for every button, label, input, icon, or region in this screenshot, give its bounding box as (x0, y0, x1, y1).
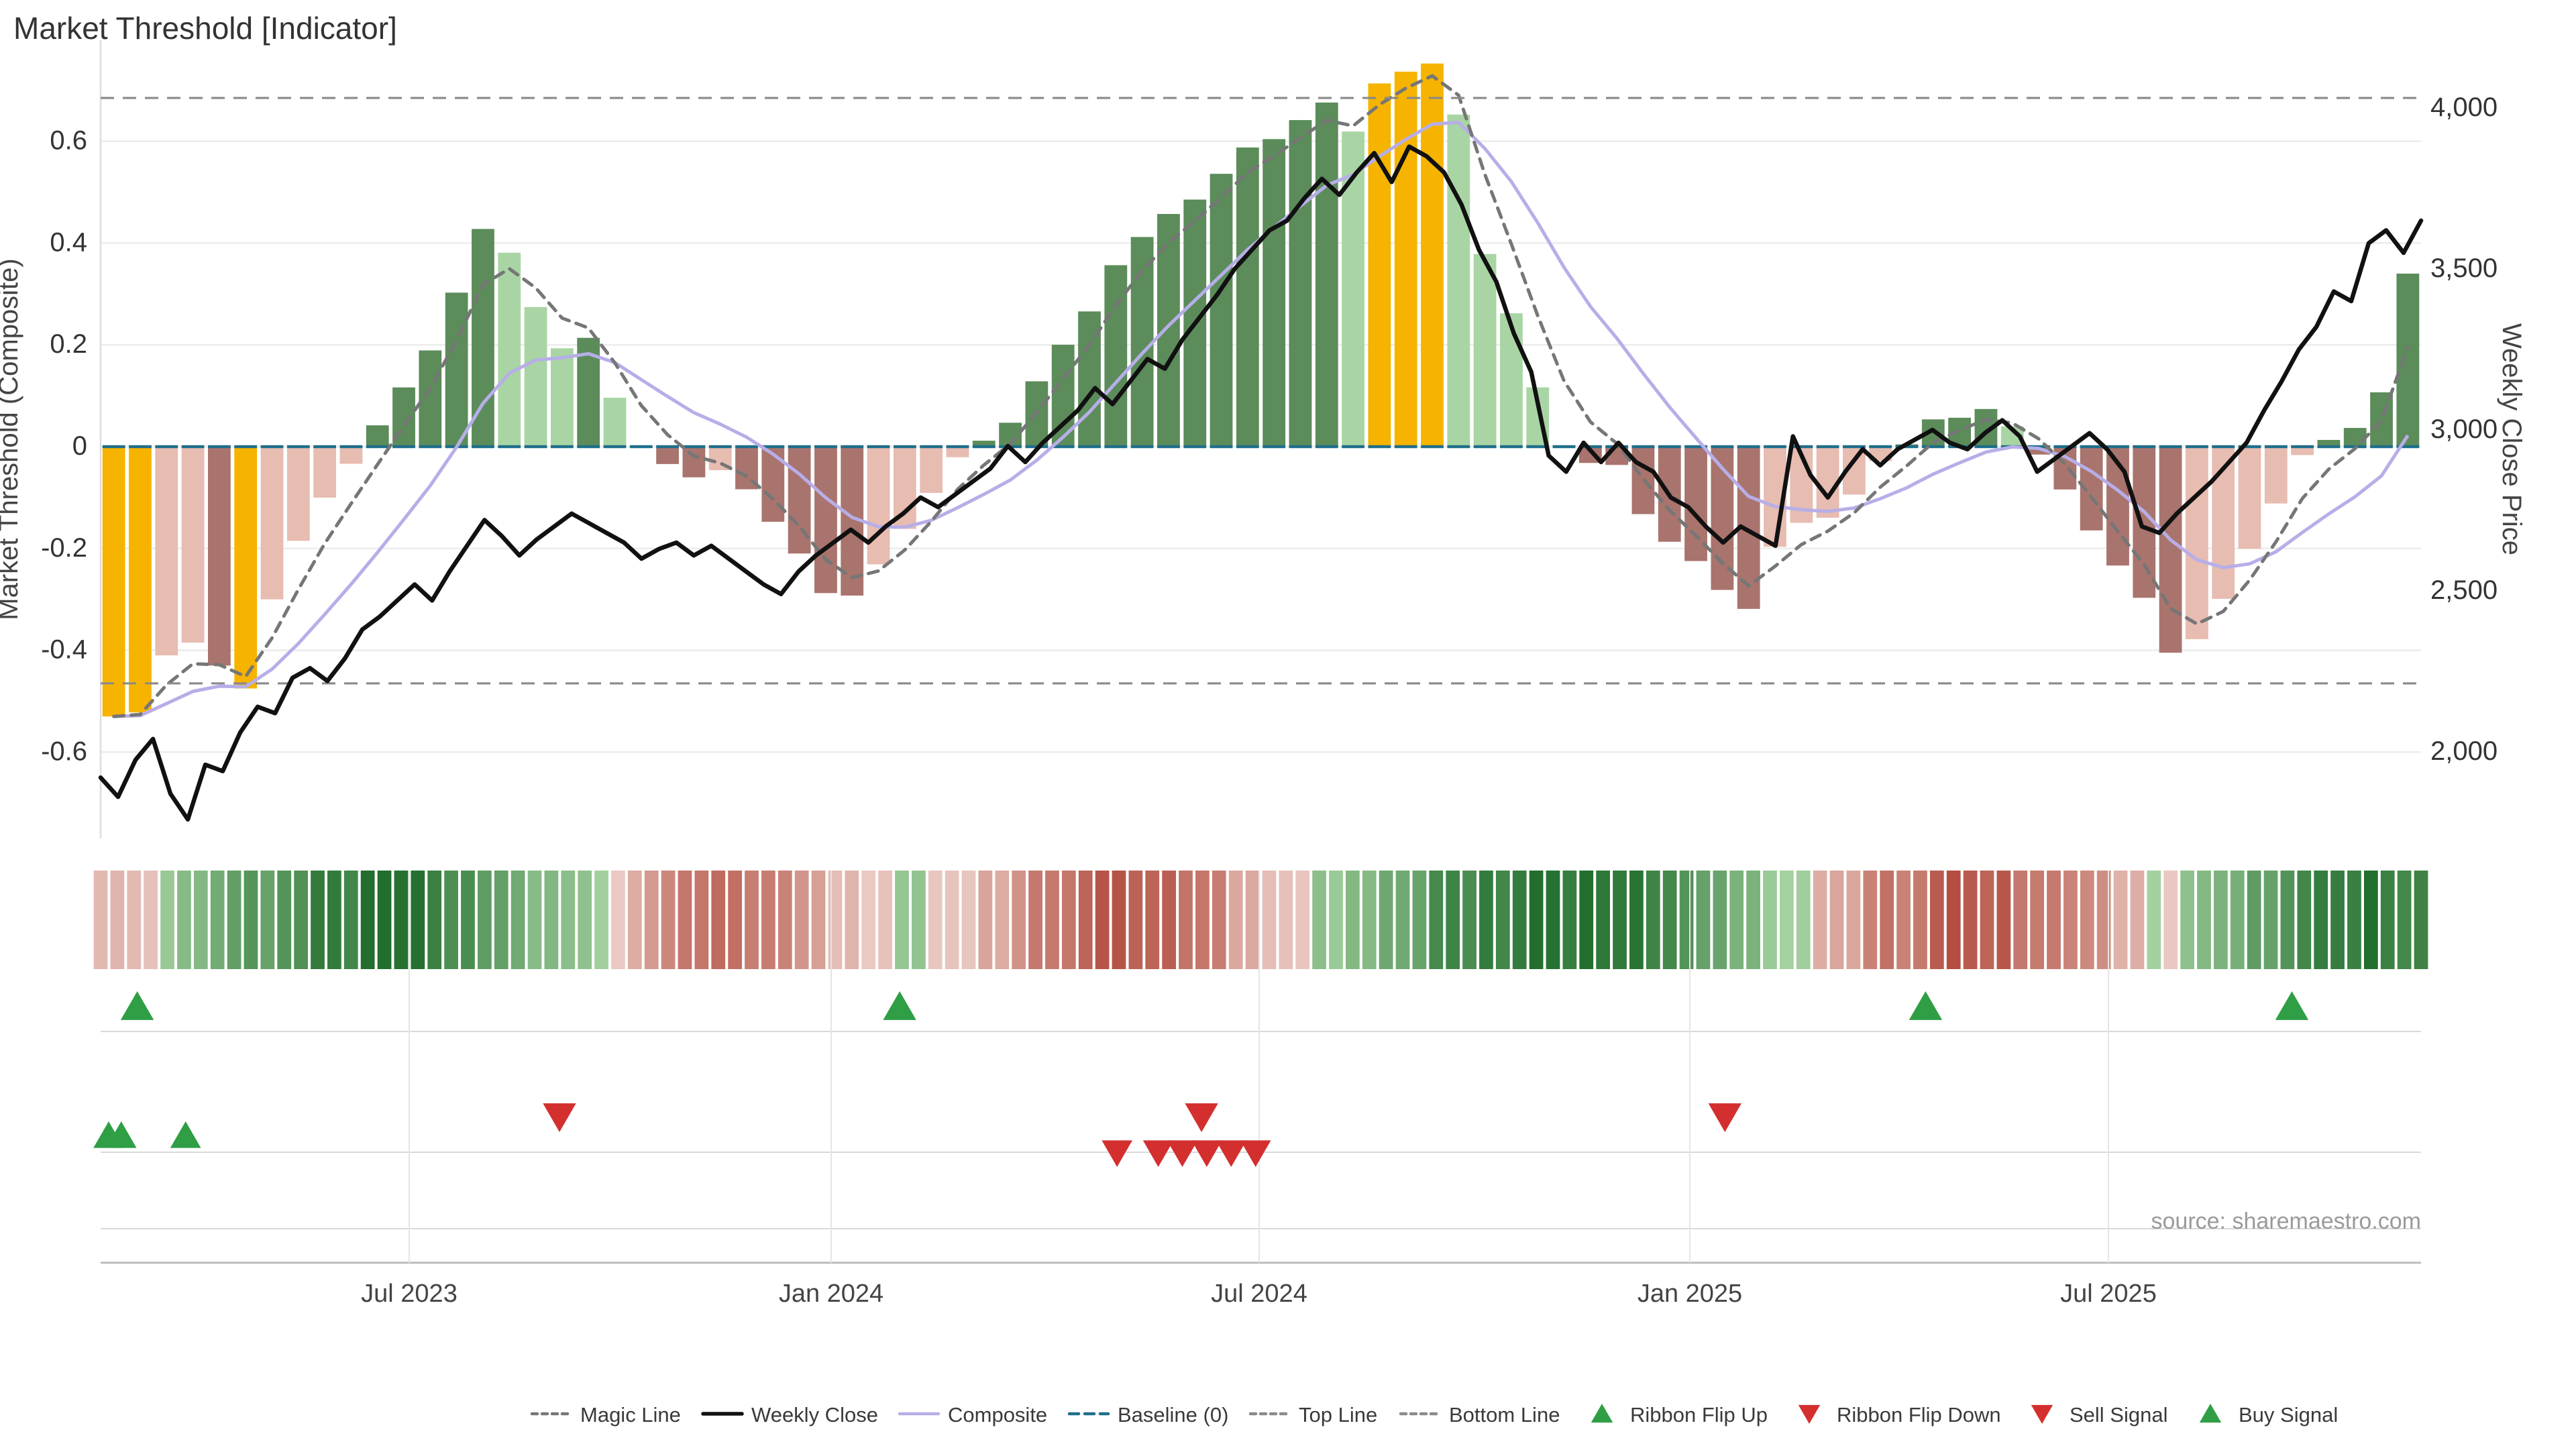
svg-text:Weekly Close Price: Weekly Close Price (2497, 323, 2526, 555)
svg-text:-0.2: -0.2 (41, 533, 87, 563)
svg-text:-0.6: -0.6 (41, 736, 87, 766)
svg-text:0.2: 0.2 (50, 329, 87, 359)
svg-text:Bottom Line: Bottom Line (1449, 1403, 1560, 1427)
svg-text:Jan 2024: Jan 2024 (779, 1280, 883, 1308)
svg-text:Baseline (0): Baseline (0) (1118, 1403, 1228, 1427)
svg-text:-0.4: -0.4 (41, 635, 87, 665)
svg-text:4,000: 4,000 (2430, 93, 2498, 122)
svg-text:Weekly Close: Weekly Close (751, 1403, 878, 1427)
svg-text:3,500: 3,500 (2430, 254, 2498, 283)
svg-text:Jul 2024: Jul 2024 (1211, 1280, 1307, 1308)
svg-text:2,500: 2,500 (2430, 575, 2498, 605)
svg-text:3,000: 3,000 (2430, 414, 2498, 444)
svg-text:Magic Line: Magic Line (580, 1403, 681, 1427)
svg-text:0.4: 0.4 (50, 227, 87, 257)
svg-text:Top Line: Top Line (1299, 1403, 1377, 1427)
svg-text:Ribbon Flip Down: Ribbon Flip Down (1837, 1403, 2001, 1427)
svg-text:Composite: Composite (948, 1403, 1047, 1427)
svg-text:Jul 2025: Jul 2025 (2060, 1280, 2157, 1308)
svg-text:Sell Signal: Sell Signal (2070, 1403, 2167, 1427)
svg-text:0.6: 0.6 (50, 126, 87, 156)
svg-text:source: sharemaestro.com: source: sharemaestro.com (2151, 1209, 2422, 1234)
svg-text:0: 0 (72, 431, 87, 461)
svg-text:2,000: 2,000 (2430, 736, 2498, 766)
svg-text:Ribbon Flip Up: Ribbon Flip Up (1630, 1403, 1768, 1427)
svg-text:Jul 2023: Jul 2023 (361, 1280, 458, 1308)
svg-text:Buy Signal: Buy Signal (2239, 1403, 2338, 1427)
svg-text:Market Threshold (Composite): Market Threshold (Composite) (0, 258, 23, 620)
svg-text:Jan 2025: Jan 2025 (1638, 1280, 1742, 1308)
svg-text:Market Threshold [Indicator]: Market Threshold [Indicator] (13, 11, 397, 46)
